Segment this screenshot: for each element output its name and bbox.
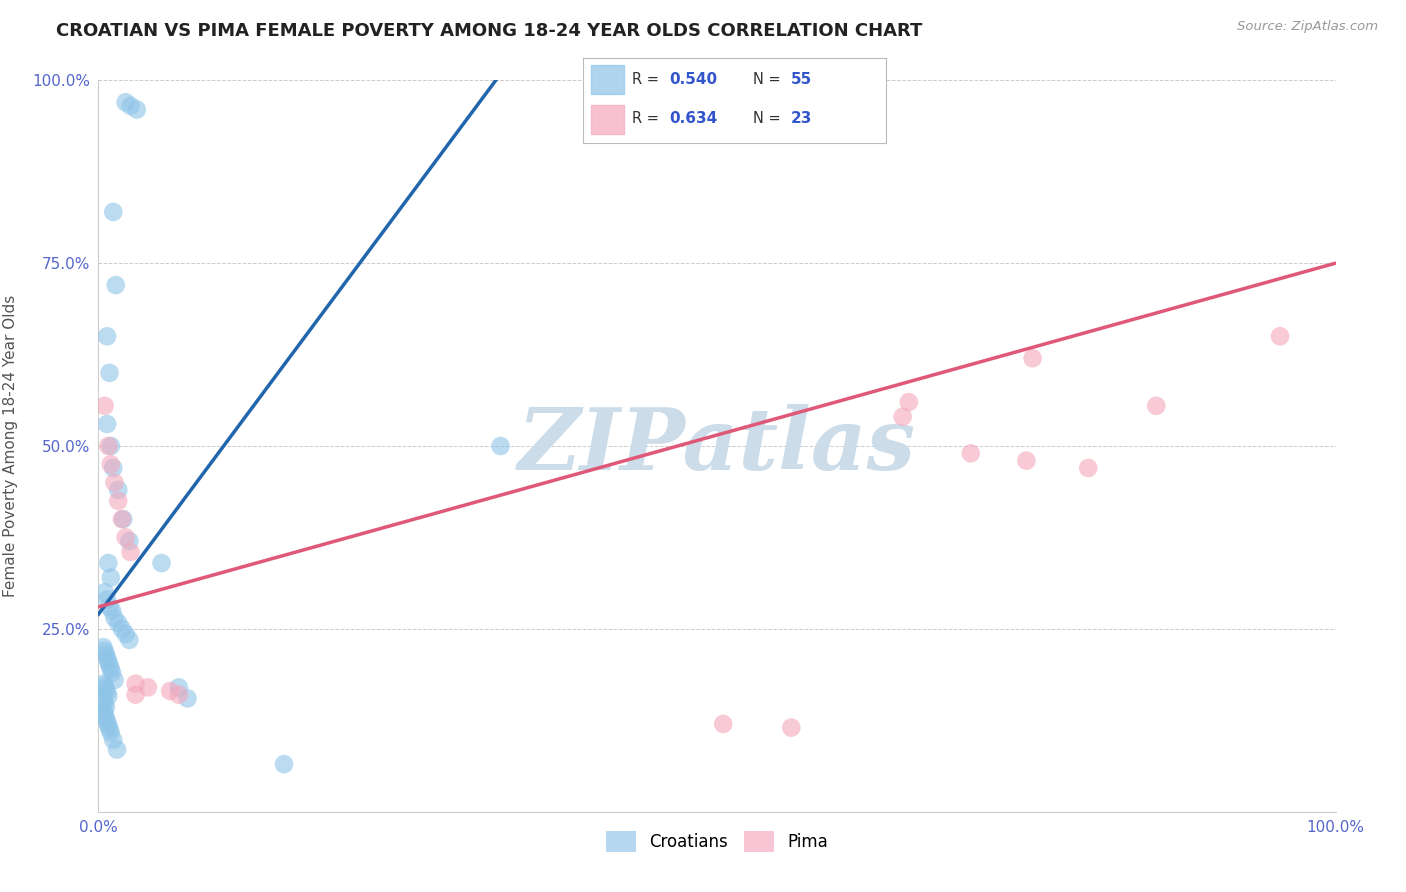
Point bbox=[124, 688, 146, 702]
Point bbox=[1268, 329, 1291, 343]
Point bbox=[111, 622, 134, 636]
Point bbox=[96, 685, 118, 699]
Point bbox=[159, 684, 181, 698]
Point bbox=[98, 722, 121, 736]
Text: N =: N = bbox=[752, 112, 785, 127]
Point bbox=[93, 693, 115, 707]
Point bbox=[101, 665, 124, 680]
Point bbox=[93, 585, 115, 599]
Point bbox=[93, 697, 115, 711]
Point bbox=[93, 399, 115, 413]
Point bbox=[107, 483, 129, 497]
Point bbox=[94, 711, 117, 725]
Point bbox=[118, 534, 141, 549]
Point bbox=[118, 632, 141, 647]
Text: ZIPatlas: ZIPatlas bbox=[517, 404, 917, 488]
Point bbox=[150, 556, 173, 570]
Point bbox=[93, 707, 115, 722]
Point bbox=[97, 439, 120, 453]
Point bbox=[96, 651, 118, 665]
Point bbox=[103, 461, 125, 475]
Bar bbox=[591, 104, 624, 134]
Point bbox=[103, 673, 125, 687]
Point bbox=[97, 718, 120, 732]
Point bbox=[93, 704, 115, 718]
Point bbox=[101, 603, 124, 617]
Point bbox=[1021, 351, 1043, 366]
Point bbox=[114, 627, 136, 641]
Point bbox=[111, 512, 134, 526]
Text: 0.540: 0.540 bbox=[669, 71, 718, 87]
Point bbox=[124, 676, 146, 690]
Point bbox=[167, 688, 190, 702]
Bar bbox=[591, 65, 624, 95]
Y-axis label: Female Poverty Among 18-24 Year Olds: Female Poverty Among 18-24 Year Olds bbox=[3, 295, 18, 597]
Point bbox=[891, 409, 914, 424]
Point bbox=[711, 717, 734, 731]
Point bbox=[100, 662, 122, 676]
Point bbox=[97, 655, 120, 669]
Point bbox=[93, 676, 115, 690]
Point bbox=[94, 681, 117, 696]
Point bbox=[489, 439, 512, 453]
Point bbox=[120, 545, 142, 559]
Point bbox=[94, 700, 117, 714]
Point bbox=[897, 395, 920, 409]
Legend: Croatians, Pima: Croatians, Pima bbox=[599, 824, 835, 858]
Point bbox=[105, 742, 128, 756]
Point bbox=[98, 366, 121, 380]
Point bbox=[96, 329, 118, 343]
Text: 23: 23 bbox=[790, 112, 811, 127]
Point bbox=[103, 611, 125, 625]
Point bbox=[107, 494, 129, 508]
Point bbox=[120, 99, 142, 113]
Point bbox=[1015, 453, 1038, 467]
Text: 0.634: 0.634 bbox=[669, 112, 718, 127]
Point bbox=[114, 95, 136, 110]
Point bbox=[94, 648, 117, 662]
Point bbox=[97, 556, 120, 570]
Point bbox=[959, 446, 981, 460]
Point bbox=[114, 530, 136, 544]
Point bbox=[100, 725, 122, 739]
Point bbox=[93, 679, 115, 693]
Point bbox=[104, 278, 127, 293]
Point bbox=[780, 721, 803, 735]
Point bbox=[176, 691, 198, 706]
Point bbox=[112, 512, 135, 526]
Text: CROATIAN VS PIMA FEMALE POVERTY AMONG 18-24 YEAR OLDS CORRELATION CHART: CROATIAN VS PIMA FEMALE POVERTY AMONG 18… bbox=[56, 22, 922, 40]
Point bbox=[96, 714, 118, 729]
Point bbox=[1077, 461, 1099, 475]
Point bbox=[98, 599, 121, 614]
Point bbox=[100, 458, 122, 472]
Point bbox=[103, 475, 125, 490]
Text: 55: 55 bbox=[790, 71, 811, 87]
Text: Source: ZipAtlas.com: Source: ZipAtlas.com bbox=[1237, 20, 1378, 33]
Point bbox=[100, 571, 122, 585]
Point bbox=[107, 615, 129, 630]
Point bbox=[98, 658, 121, 673]
Point bbox=[103, 733, 125, 747]
Point bbox=[1144, 399, 1167, 413]
Point bbox=[100, 439, 122, 453]
Point bbox=[125, 103, 148, 117]
Text: R =: R = bbox=[631, 112, 664, 127]
Point bbox=[93, 644, 115, 658]
Point bbox=[96, 417, 118, 431]
Point bbox=[273, 757, 295, 772]
Text: N =: N = bbox=[752, 71, 785, 87]
Point bbox=[96, 592, 118, 607]
Text: R =: R = bbox=[631, 71, 664, 87]
Point bbox=[136, 681, 159, 695]
Point bbox=[93, 640, 115, 655]
Point bbox=[167, 681, 190, 695]
Point bbox=[103, 205, 125, 219]
Point bbox=[97, 689, 120, 703]
